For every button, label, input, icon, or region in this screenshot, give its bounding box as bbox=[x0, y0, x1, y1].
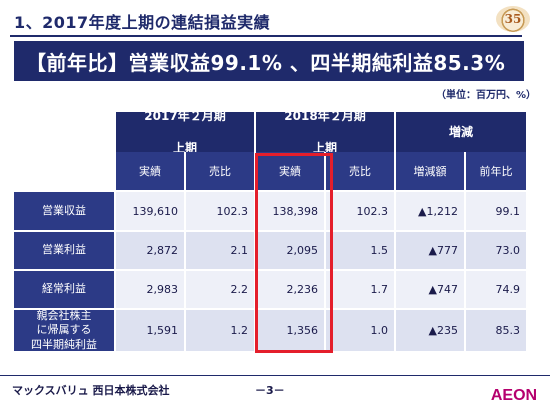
group-label-line1: 2017年２月期 bbox=[144, 108, 226, 123]
column-group-header: 2018年２月期 上期 bbox=[256, 109, 394, 155]
aeon-logo-text: AEON bbox=[491, 387, 537, 404]
row-label: 経常利益 bbox=[14, 271, 114, 308]
group-label-line1: 2018年２月期 bbox=[284, 108, 366, 123]
table-cell: 1,356 bbox=[256, 310, 324, 351]
table-cell: 102.3 bbox=[186, 192, 254, 230]
column-group-header: 増減 bbox=[396, 112, 526, 152]
group-label-line2: 上期 bbox=[312, 141, 337, 156]
row-label-text: 親会社株主 に帰属する 四半期純利益 bbox=[31, 309, 97, 351]
table-cell: 1.0 bbox=[326, 310, 394, 351]
table-cell: 102.3 bbox=[326, 192, 394, 230]
row-label-text: 営業利益 bbox=[42, 243, 86, 257]
row-label-text: 経常利益 bbox=[42, 282, 86, 296]
row-label: 営業収益 bbox=[14, 192, 114, 230]
table-cell: 74.9 bbox=[466, 271, 526, 308]
column-subheader: 売比 bbox=[326, 152, 394, 190]
table-cell: ▲777 bbox=[396, 232, 464, 269]
anniversary-badge: 35 bbox=[496, 6, 530, 32]
column-subheader: 増減額 bbox=[396, 152, 464, 190]
table-cell: 2.1 bbox=[186, 232, 254, 269]
table-cell: ▲747 bbox=[396, 271, 464, 308]
table-cell: 85.3 bbox=[466, 310, 526, 351]
row-label: 営業利益 bbox=[14, 232, 114, 269]
table-cell: 2.2 bbox=[186, 271, 254, 308]
table-cell: 2,872 bbox=[116, 232, 184, 269]
table-cell: 1.5 bbox=[326, 232, 394, 269]
table-cell: 139,610 bbox=[116, 192, 184, 230]
group-label-line2: 上期 bbox=[172, 141, 197, 156]
table-cell: ▲1,212 bbox=[396, 192, 464, 230]
table-cell: 1.2 bbox=[186, 310, 254, 351]
table-cell: ▲235 bbox=[396, 310, 464, 351]
column-subheader: 売比 bbox=[186, 152, 254, 190]
table-cell: 73.0 bbox=[466, 232, 526, 269]
aeon-logo: AEON bbox=[491, 387, 537, 404]
row-label: 親会社株主 に帰属する 四半期純利益 bbox=[14, 309, 114, 351]
page-number: －3－ bbox=[255, 384, 285, 397]
column-subheader: 前年比 bbox=[466, 152, 526, 190]
table-cell: 2,983 bbox=[116, 271, 184, 308]
table-cell: 99.1 bbox=[466, 192, 526, 230]
footer-divider bbox=[0, 375, 550, 376]
table-cell: 2,236 bbox=[256, 271, 324, 308]
title-divider bbox=[10, 35, 522, 37]
column-subheader: 実績 bbox=[116, 152, 184, 190]
highlight-box bbox=[255, 153, 333, 353]
unit-note: （単位：百万円、%） bbox=[435, 90, 536, 101]
company-name: マックスバリュ 西日本株式会社 bbox=[12, 384, 170, 397]
table-cell: 1,591 bbox=[116, 310, 184, 351]
group-label-line1: 増減 bbox=[448, 124, 473, 139]
page-title: 1、2017年度上期の連結損益実績 bbox=[14, 13, 271, 32]
table-cell: 2,095 bbox=[256, 232, 324, 269]
table-cell: 138,398 bbox=[256, 192, 324, 230]
column-subheader: 実績 bbox=[256, 152, 324, 190]
row-label-text: 営業収益 bbox=[42, 203, 86, 217]
table-cell: 1.7 bbox=[326, 271, 394, 308]
column-group-header: 2017年２月期 上期 bbox=[116, 109, 254, 155]
summary-banner: 【前年比】営業収益99.1% 、四半期純利益85.3% bbox=[14, 41, 524, 81]
